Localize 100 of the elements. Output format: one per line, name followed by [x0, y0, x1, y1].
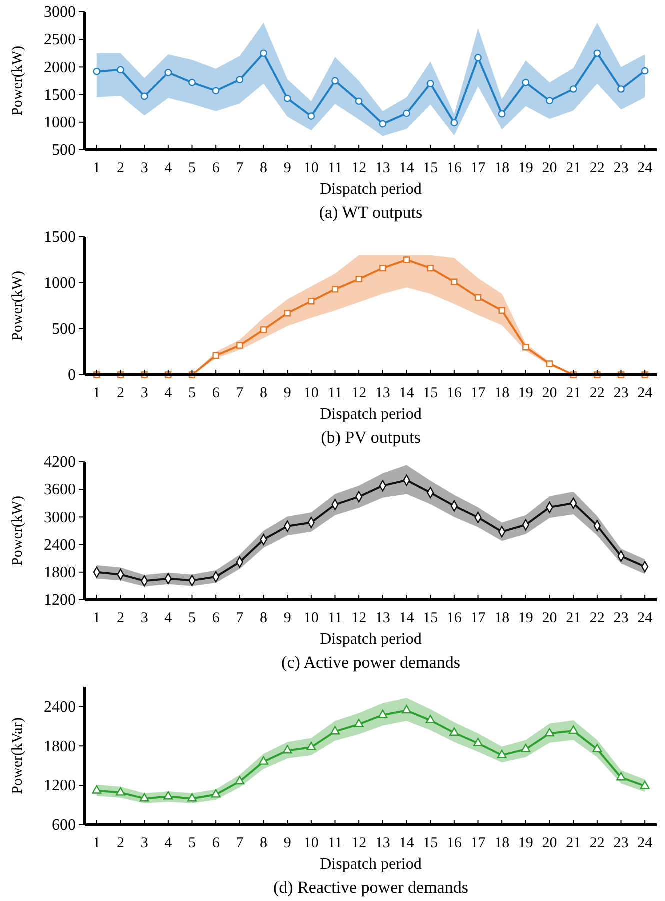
- y-axis-title: Power(kW): [10, 496, 26, 566]
- x-tick-label: 18: [494, 160, 510, 176]
- x-tick-label: 1: [93, 610, 101, 626]
- text: (a) WT outputs: [319, 203, 423, 222]
- x-tick-label: 5: [188, 386, 196, 402]
- x-tick-label: 15: [423, 610, 438, 626]
- x-tick-label: 1: [93, 160, 101, 176]
- x-tick-label: 21: [566, 386, 582, 402]
- x-tick-label: 16: [446, 160, 462, 176]
- y-tick-label: 600: [52, 817, 76, 834]
- y-tick-label: 4200: [44, 454, 76, 472]
- x-tick-label: 14: [399, 836, 415, 852]
- y-tick-label: 1000: [44, 275, 76, 292]
- y-tick-label: 3600: [44, 482, 76, 499]
- x-tick-label: 11: [328, 386, 342, 402]
- x-tick-label: 15: [423, 836, 438, 852]
- x-tick-label: 13: [375, 610, 390, 626]
- x-tick-label: 17: [470, 610, 486, 626]
- x-tick-label: 3: [140, 610, 148, 626]
- x-tick-label: 11: [328, 836, 342, 852]
- x-tick-label: 3: [140, 836, 148, 852]
- text: (b) PV outputs: [321, 428, 421, 447]
- x-tick-label: 19: [518, 836, 534, 852]
- x-tick-label: 16: [446, 386, 462, 402]
- y-tick-label: 0: [68, 367, 76, 384]
- x-tick-label: 15: [423, 386, 438, 402]
- x-axis-title: Dispatch period: [320, 631, 422, 648]
- x-tick-label: 8: [260, 160, 268, 176]
- x-tick-label: 10: [304, 386, 319, 402]
- x-tick-label: 24: [638, 160, 654, 176]
- x-tick-label: 9: [284, 610, 292, 626]
- x-tick-label: 12: [352, 160, 367, 176]
- x-tick-label: 14: [399, 160, 415, 176]
- x-tick-label: 8: [260, 386, 268, 402]
- x-tick-label: 6: [212, 836, 220, 852]
- y-tick-label: 1200: [44, 592, 76, 610]
- y-tick-label: 2400: [44, 698, 76, 716]
- x-tick-label: 10: [304, 610, 319, 626]
- y-tick-label: 500: [52, 321, 76, 338]
- x-tick-label: 16: [446, 610, 462, 626]
- x-tick-label: 16: [446, 836, 462, 852]
- x-tick-label: 23: [614, 386, 629, 402]
- x-tick-label: 15: [423, 160, 438, 176]
- x-tick-label: 22: [590, 610, 605, 626]
- x-tick-label: 17: [470, 836, 486, 852]
- y-tick-label: 3000: [44, 4, 76, 22]
- x-tick-label: 4: [164, 386, 173, 402]
- x-tick-label: 7: [236, 386, 244, 402]
- x-tick-label: 12: [352, 386, 367, 402]
- x-tick-label: 21: [566, 160, 582, 176]
- x-tick-label: 6: [212, 160, 220, 176]
- x-tick-label: 9: [284, 160, 292, 176]
- x-tick-label: 23: [614, 610, 629, 626]
- x-tick-label: 22: [590, 386, 605, 402]
- x-tick-label: 2: [117, 386, 124, 402]
- x-tick-label: 13: [375, 836, 390, 852]
- x-tick-label: 5: [188, 160, 196, 176]
- y-axis-title: Power(kW): [10, 46, 26, 116]
- y-tick-label: 2500: [44, 32, 76, 49]
- x-axis-title: Dispatch period: [320, 181, 422, 198]
- y-tick-label: 1800: [44, 738, 76, 756]
- x-tick-label: 17: [470, 160, 486, 176]
- x-tick-label: 7: [236, 836, 244, 852]
- y-tick-label: 1200: [44, 778, 76, 795]
- x-tick-label: 10: [304, 160, 319, 176]
- x-tick-label: 19: [518, 160, 534, 176]
- x-tick-label: 4: [164, 836, 173, 852]
- x-tick-label: 19: [518, 610, 534, 626]
- x-tick-label: 20: [542, 386, 558, 402]
- x-axis-title: Dispatch period: [320, 406, 422, 423]
- x-tick-label: 14: [399, 386, 415, 402]
- x-tick-label: 3: [140, 386, 148, 402]
- x-tick-label: 4: [164, 610, 173, 626]
- x-tick-label: 14: [399, 610, 415, 626]
- x-tick-label: 3: [140, 160, 148, 176]
- x-tick-label: 20: [542, 836, 558, 852]
- x-tick-label: 5: [188, 836, 196, 852]
- x-tick-label: 24: [638, 836, 654, 852]
- x-tick-label: 5: [188, 610, 196, 626]
- x-tick-label: 2: [117, 836, 124, 852]
- x-tick-label: 23: [614, 836, 629, 852]
- x-tick-label: 22: [590, 160, 605, 176]
- x-tick-label: 13: [375, 160, 390, 176]
- y-tick-label: 3000: [44, 509, 76, 526]
- x-tick-label: 18: [494, 610, 510, 626]
- y-tick-label: 1500: [44, 229, 76, 246]
- y-tick-label: 2400: [44, 536, 76, 554]
- x-tick-label: 12: [352, 610, 367, 626]
- y-tick-label: 1000: [44, 114, 76, 132]
- x-tick-label: 21: [566, 610, 582, 626]
- x-tick-label: 17: [470, 386, 486, 402]
- text: (d) Reactive power demands: [274, 878, 468, 897]
- x-tick-label: 8: [260, 836, 268, 852]
- x-tick-label: 20: [542, 160, 558, 176]
- x-axis-title: Dispatch period: [320, 856, 422, 873]
- x-tick-label: 24: [638, 386, 654, 402]
- x-tick-label: 1: [93, 386, 101, 402]
- x-tick-label: 11: [328, 160, 342, 176]
- x-tick-label: 9: [284, 386, 292, 402]
- y-tick-label: 1500: [44, 86, 76, 104]
